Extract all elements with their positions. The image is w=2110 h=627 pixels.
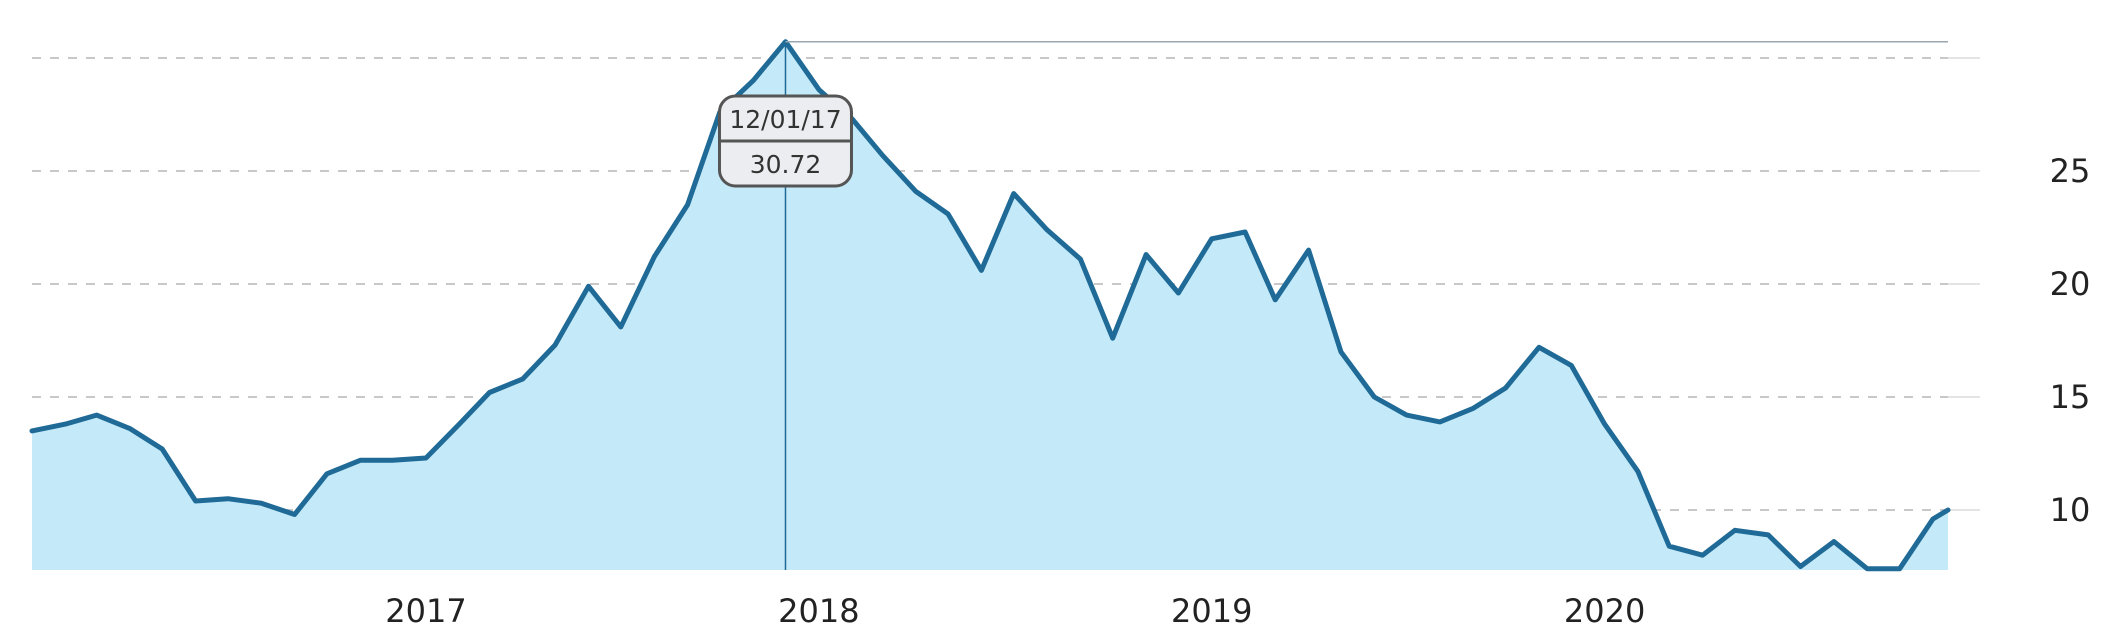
- x-tick-label: 2020: [1564, 592, 1645, 627]
- x-tick-label: 2018: [778, 592, 859, 627]
- y-axis: 10 15 20 25: [2050, 152, 2091, 529]
- tooltip-date: 12/01/17: [729, 105, 841, 134]
- plot-layer: [29, 39, 1951, 572]
- tooltip-value: 30.72: [750, 150, 822, 179]
- y-tick-label: 15: [2050, 378, 2091, 416]
- y-tick-label: 20: [2050, 265, 2091, 303]
- x-axis: 2017 2018 2019 2020: [385, 592, 1645, 627]
- series-area-fill: [32, 41, 1948, 570]
- x-tick-label: 2017: [385, 592, 466, 627]
- tooltip: 12/01/17 30.72: [717, 40, 1948, 570]
- series-line: [29, 39, 1951, 572]
- y-tick-label: 25: [2050, 152, 2091, 190]
- x-tick-label: 2019: [1171, 592, 1252, 627]
- y-tick-label: 10: [2050, 491, 2091, 529]
